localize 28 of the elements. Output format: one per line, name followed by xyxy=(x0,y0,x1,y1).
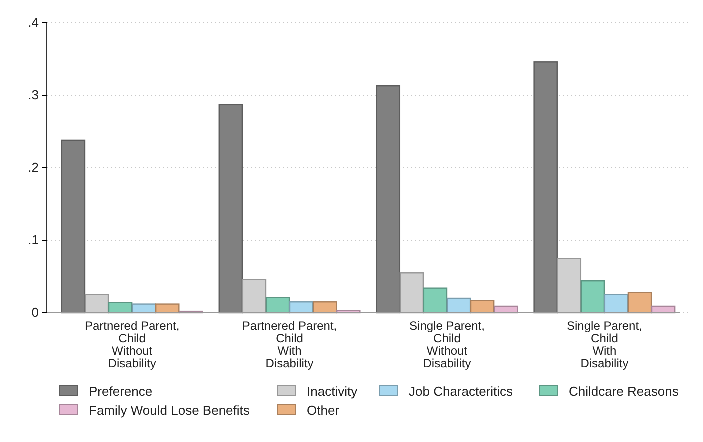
bar xyxy=(423,288,448,314)
bar xyxy=(155,304,180,314)
bar xyxy=(470,300,495,314)
bar xyxy=(446,298,472,314)
bar xyxy=(218,104,244,314)
bar xyxy=(312,302,338,314)
y-tick-label: .4 xyxy=(28,15,39,30)
bar xyxy=(266,297,290,314)
x-tick-label: Partnered Parent, Child Without Disability xyxy=(84,319,180,370)
legend-label: Family Would Lose Benefits xyxy=(89,403,250,418)
y-tick-label: .1 xyxy=(28,232,39,248)
bar xyxy=(580,280,606,314)
legend-label: Preference xyxy=(89,384,153,399)
bar xyxy=(61,140,86,314)
y-tick-label: .2 xyxy=(28,160,39,176)
legend-label: Childcare Reasons xyxy=(569,384,680,399)
x-tick-label: Partnered Parent, Child With Disability xyxy=(242,319,338,370)
bar xyxy=(628,292,652,314)
y-tick-label: .3 xyxy=(28,88,39,103)
y-tick-label: 0 xyxy=(32,305,39,320)
x-tick-label: Single Parent, Child Without Disability xyxy=(410,319,485,370)
x-tick-label: Single Parent, Child With Disability xyxy=(567,319,642,370)
legend-label: Job Characteritics xyxy=(409,384,514,399)
legend-label: Inactivity xyxy=(307,384,358,399)
bar xyxy=(534,62,558,314)
bar xyxy=(376,85,401,314)
legend-label: Other xyxy=(307,403,340,418)
bar xyxy=(604,294,629,314)
